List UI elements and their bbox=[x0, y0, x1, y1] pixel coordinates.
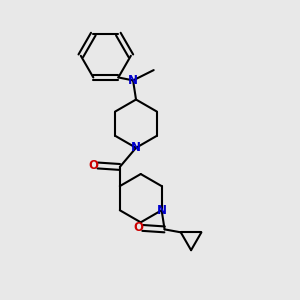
Text: N: N bbox=[157, 204, 166, 217]
Text: O: O bbox=[88, 159, 98, 172]
Text: N: N bbox=[131, 141, 141, 154]
Text: O: O bbox=[133, 221, 143, 234]
Text: N: N bbox=[128, 74, 138, 87]
